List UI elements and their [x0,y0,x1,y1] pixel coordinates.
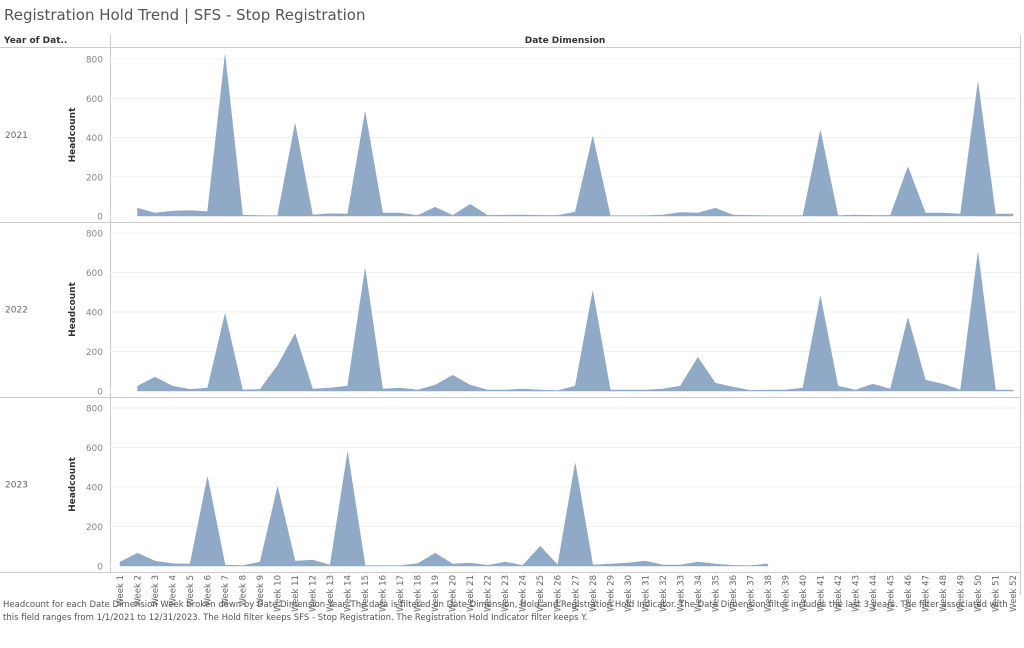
x-tick-label: Week 36 [729,575,739,612]
year-column-header[interactable]: Year of Dat.. [4,36,68,46]
chart-caption: Headcount for each Date Dimension Week b… [3,600,1008,623]
x-tick-label: Week 31 [641,575,651,612]
y-axis-title: Headcount [68,107,78,162]
x-tick-label: Week 28 [589,575,599,612]
area-2021 [137,55,1014,217]
x-tick-label: Week 37 [746,575,756,612]
y-tick-label: 800 [86,405,103,415]
x-tick-label: Week 4 [169,575,179,606]
year-label-2023: 2023 [5,481,28,491]
x-tick-label: Week 52 [1009,575,1019,612]
x-tick-label: Week 30 [624,575,634,612]
x-tick-label: Week 34 [694,575,704,612]
x-tick-label: Week 47 [921,575,931,612]
y-axis-title: Headcount [68,456,78,511]
x-tick-label: Week 46 [904,575,914,612]
x-tick-label: Week 10 [274,575,284,612]
x-tick-label: Week 7 [221,575,231,606]
y-tick-label: 200 [86,348,103,358]
x-tick-label: Week 23 [501,575,511,612]
x-tick-label: Week 44 [869,575,879,612]
x-tick-label: Week 21 [466,575,476,612]
y-tick-label: 600 [86,95,103,105]
y-tick-label: 400 [86,134,103,144]
x-tick-label: Week 50 [974,575,984,612]
y-tick-label: 0 [97,563,103,573]
y-axis-title: Headcount [68,281,78,336]
x-tick-label: Week 17 [396,575,406,612]
x-tick-label: Week 3 [151,575,161,606]
x-tick-label: Week 19 [431,575,441,612]
x-tick-label: Week 16 [379,575,389,612]
x-tick-label: Week 6 [204,575,214,606]
x-tick-label: Week 33 [676,575,686,612]
x-tick-label: Week 42 [834,575,844,612]
area-2022 [137,252,1014,392]
x-tick-label: Week 2 [134,575,144,606]
x-tick-label: Week 32 [659,575,669,612]
x-tick-label: Week 13 [326,575,336,612]
y-tick-label: 600 [86,269,103,279]
y-tick-label: 200 [86,173,103,183]
y-tick-label: 0 [97,213,103,223]
area-2023 [119,452,769,567]
x-tick-label: Week 39 [781,575,791,612]
x-tick-label: Week 25 [536,575,546,612]
x-tick-label: Week 22 [484,575,494,612]
x-tick-label: Week 45 [886,575,896,612]
y-tick-label: 600 [86,444,103,454]
x-tick-label: Week 15 [361,575,371,612]
x-tick-label: Week 43 [851,575,861,612]
y-tick-label: 800 [86,230,103,240]
x-tick-label: Week 8 [239,575,249,606]
x-tick-label: Week 40 [799,575,809,612]
x-tick-label: Week 24 [519,575,529,612]
x-tick-label: Week 38 [764,575,774,612]
dashboard-title: Registration Hold Trend | SFS - Stop Reg… [4,6,366,24]
x-tick-label: Week 9 [256,575,266,606]
x-tick-label: Week 20 [449,575,459,612]
x-tick-label: Week 35 [711,575,721,612]
y-tick-label: 400 [86,309,103,319]
x-tick-label: Week 1 [116,575,126,606]
y-tick-label: 200 [86,523,103,533]
x-tick-label: Week 12 [309,575,319,612]
x-tick-label: Week 48 [939,575,949,612]
y-tick-label: 400 [86,484,103,494]
x-tick-label: Week 51 [991,575,1001,612]
y-tick-label: 0 [97,388,103,398]
year-label-2021: 2021 [5,131,28,141]
x-tick-label: Week 49 [956,575,966,612]
x-tick-label: Week 5 [186,575,196,606]
y-tick-label: 800 [86,56,103,66]
x-tick-label: Week 29 [606,575,616,612]
x-tick-label: Week 41 [816,575,826,612]
year-label-2022: 2022 [5,306,28,316]
x-tick-label: Week 27 [571,575,581,612]
x-tick-label: Week 14 [344,575,354,612]
date-dimension-header: Date Dimension [524,36,606,46]
x-tick-label: Week 26 [554,575,564,612]
x-tick-label: Week 11 [291,575,301,612]
x-tick-label: Week 18 [414,575,424,612]
